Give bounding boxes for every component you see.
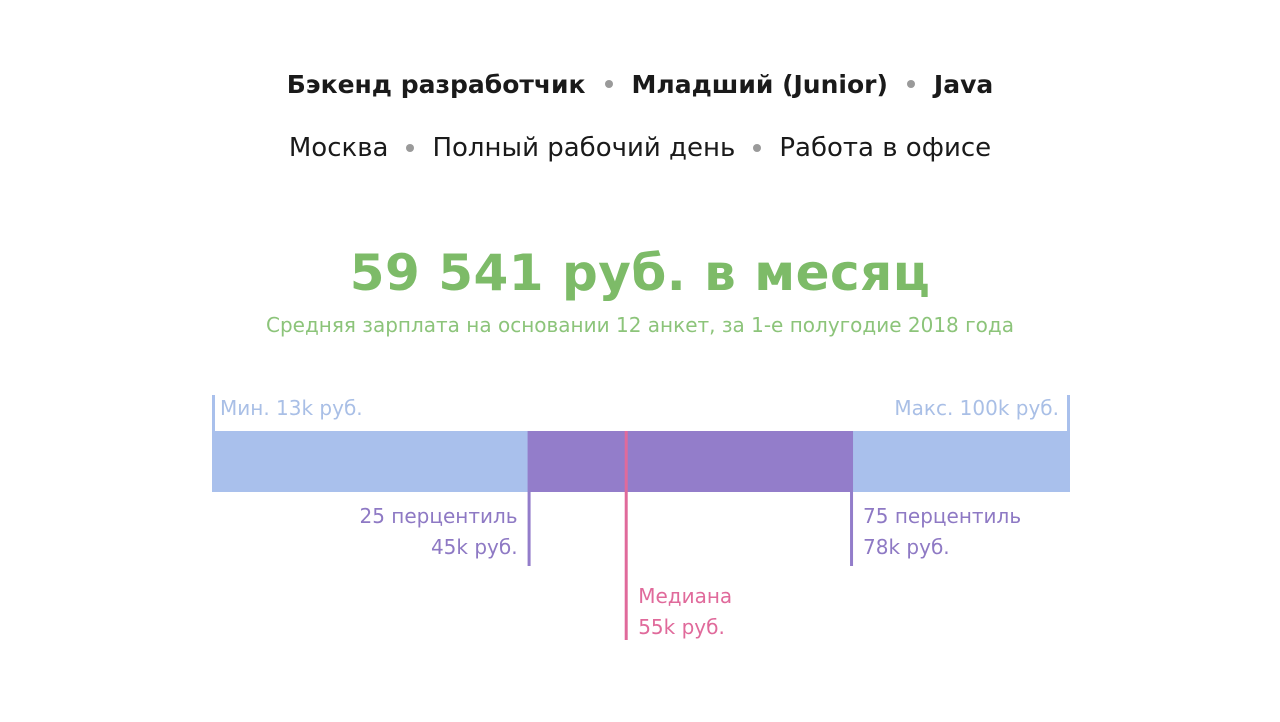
filter-language: Java [933,69,994,99]
min-tick [212,395,215,431]
median-value: 55k руб. [638,615,725,639]
separator-dot [604,80,613,88]
p75-title: 75 перцентиль [863,504,1021,528]
range-bar [212,431,1070,492]
p75-tick [850,492,854,566]
interquartile-bar [527,431,854,492]
p25-tick [527,492,531,566]
p75-value: 78k руб. [863,535,950,559]
filter-specialization: Бэкенд разработчик [286,69,586,99]
max-label: Макс. 100k руб. [894,396,1059,420]
filter-level: Младший (Junior) [631,69,888,99]
separator-dot [406,144,415,152]
filter-employment: Полный рабочий день [432,133,736,163]
separator-dot [906,80,915,88]
median-line [624,431,628,640]
min-label: Мин. 13k руб. [220,396,363,420]
max-tick [1067,395,1070,431]
p25-title: 25 перцентиль [359,504,517,528]
filter-city: Москва [288,133,389,163]
primary-filters: Бэкенд разработчик Младший (Junior) Java [0,64,1280,104]
secondary-filters: Москва Полный рабочий день Работа в офис… [0,128,1280,168]
filter-workplace: Работа в офисе [779,133,992,163]
average-salary-note: Средняя зарплата на основании 12 анкет, … [266,313,1014,337]
average-salary-headline: 59 541 руб. в месяц [349,244,931,302]
median-title: Медиана [638,584,732,608]
separator-dot [753,144,762,152]
p25-value: 45k руб. [431,535,518,559]
